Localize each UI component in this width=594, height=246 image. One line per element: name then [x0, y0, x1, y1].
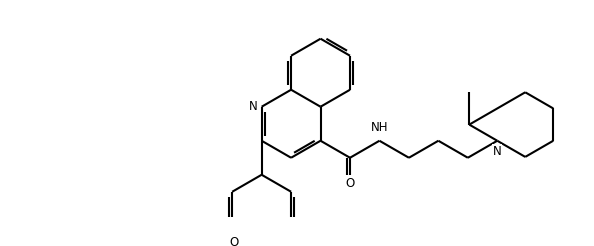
- Text: N: N: [493, 145, 502, 158]
- Text: NH: NH: [371, 122, 388, 135]
- Text: N: N: [249, 100, 257, 113]
- Text: O: O: [230, 236, 239, 246]
- Text: O: O: [345, 177, 355, 190]
